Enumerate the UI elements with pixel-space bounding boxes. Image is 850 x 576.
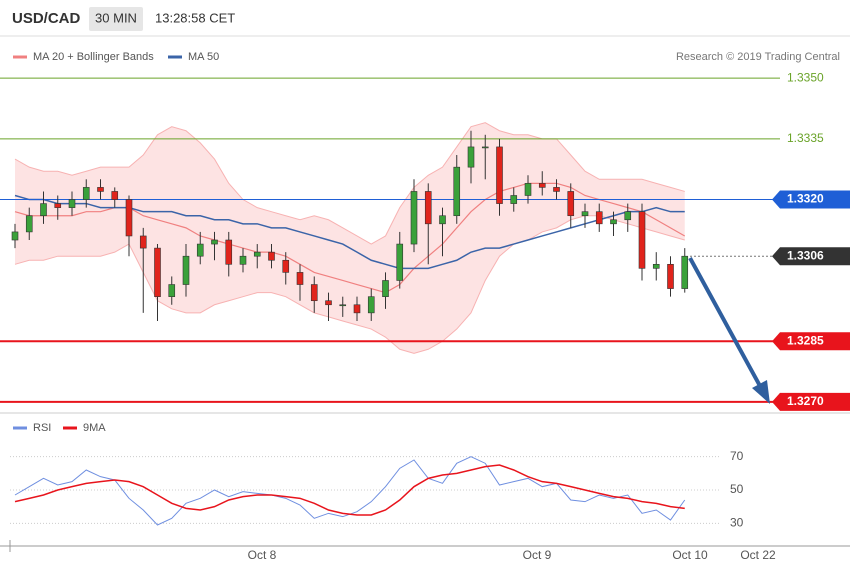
candle-body: [481, 146, 489, 149]
candle-body: [453, 166, 461, 217]
candle-body: [111, 191, 119, 200]
candle-body: [638, 211, 646, 269]
candle-body: [82, 187, 90, 200]
candle-body: [182, 255, 190, 285]
candle-body: [681, 255, 689, 289]
candle-body: [524, 183, 532, 196]
candle-body: [25, 215, 33, 233]
level-label: 1.3335: [787, 131, 824, 145]
candle-body: [310, 284, 318, 302]
candle-body: [211, 239, 218, 245]
candle-body: [410, 191, 418, 245]
candle-body: [253, 251, 261, 257]
candle-body: [282, 259, 290, 273]
candle-body: [510, 195, 518, 204]
symbol: USD/CAD: [12, 10, 81, 27]
bollinger-lower: [14, 215, 685, 354]
level-label: 1.3285: [787, 333, 824, 347]
candle-body: [652, 263, 660, 269]
bollinger-upper: [14, 122, 685, 245]
level-label: 1.3320: [787, 192, 824, 206]
candle-body: [125, 199, 133, 237]
candle-body: [382, 280, 389, 297]
y-tick-label: 50: [730, 482, 744, 496]
candle-body: [538, 183, 546, 188]
candle-body: [439, 215, 446, 225]
legend-label: RSI: [33, 422, 51, 434]
legend-label: 9MA: [83, 422, 106, 434]
candle-body: [296, 272, 304, 285]
y-tick-label: 30: [730, 516, 744, 530]
candle-body: [667, 263, 674, 289]
bollinger-band: [15, 122, 685, 354]
copyright: Research © 2019 Trading Central: [676, 51, 840, 63]
candle-body: [139, 235, 147, 249]
candle-body: [54, 203, 62, 208]
level-tag: [772, 392, 850, 411]
level-tag: [772, 332, 850, 351]
time: 13:28:58 CET: [155, 10, 235, 25]
candle-body: [268, 251, 275, 261]
candle-body: [154, 247, 161, 297]
candle-body: [97, 187, 104, 192]
timeframe: 30 MIN: [95, 10, 137, 25]
candle-body: [239, 255, 247, 265]
x-tick-label: Oct 10: [672, 548, 708, 562]
candle-body: [168, 284, 176, 297]
x-tick-label: Oct 8: [248, 548, 277, 562]
forecast-arrow: [688, 257, 762, 387]
candle-body: [40, 203, 47, 217]
candle-body: [225, 239, 233, 265]
candle-body: [424, 191, 432, 225]
legend-label: MA 20 + Bollinger Bands: [33, 51, 154, 63]
candle-body: [496, 146, 503, 204]
candle-body: [610, 219, 617, 225]
candle-body: [325, 300, 332, 306]
candle-body: [567, 191, 575, 217]
candle-body: [396, 243, 404, 281]
level-label: 1.3350: [787, 70, 824, 84]
y-tick-label: 70: [730, 449, 744, 463]
arrow-head: [752, 380, 770, 404]
level-tag: [772, 190, 850, 209]
candle-body: [581, 211, 589, 217]
level-label: 1.3270: [787, 394, 824, 408]
x-tick-label: Oct 22: [740, 548, 776, 562]
candle-body: [624, 211, 632, 221]
candle-body: [196, 243, 204, 257]
rsi-panel: 30 50 70: [10, 449, 744, 530]
candle-body: [339, 304, 347, 307]
candle-body: [11, 231, 19, 241]
candle-body: [353, 304, 361, 314]
candle-body: [367, 296, 375, 314]
level-tag: [772, 247, 850, 266]
legend-label: MA 50: [188, 51, 219, 63]
candle-body: [467, 146, 475, 168]
candle-body: [595, 211, 603, 225]
level-label: 1.3306: [787, 248, 824, 262]
x-tick-label: Oct 9: [523, 548, 552, 562]
price-panel: 1.3350 1.3335 1.3320 1.3306 1.3285 1.3270: [0, 70, 850, 411]
candle-body: [68, 199, 76, 208]
rsi-line: [14, 464, 685, 516]
candle-body: [553, 187, 560, 192]
timeframe-box: [89, 7, 143, 31]
